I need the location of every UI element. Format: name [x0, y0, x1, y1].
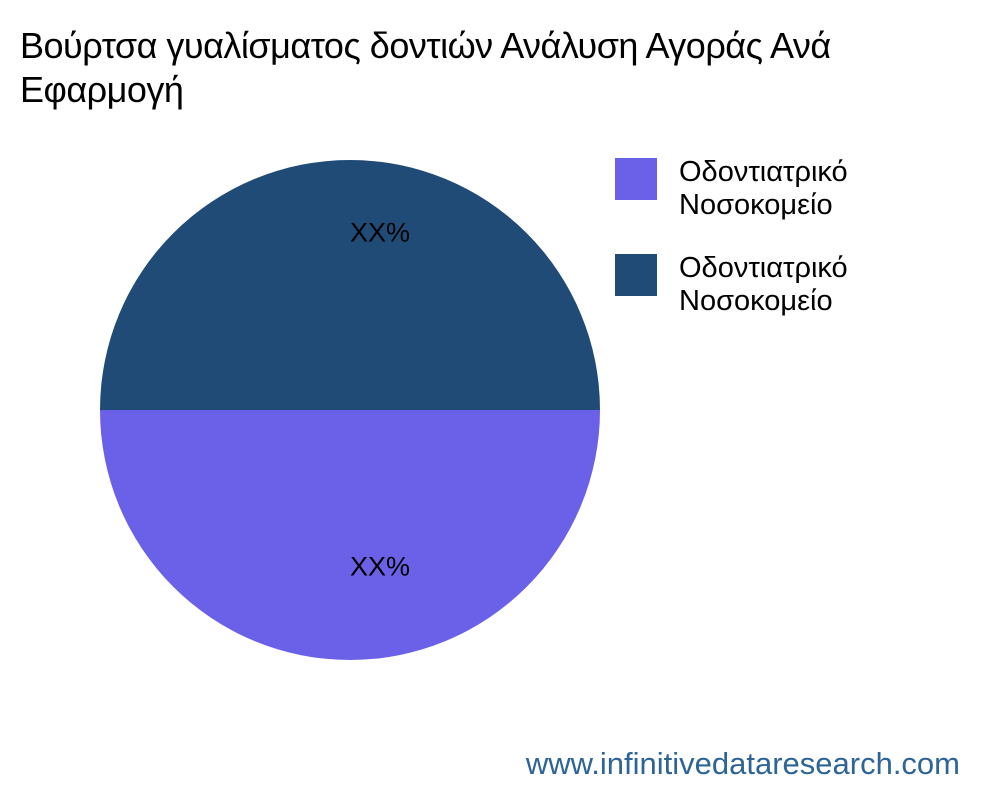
- chart-title: Βούρτσα γυαλίσματος δοντιών Ανάλυση Αγορ…: [20, 24, 831, 112]
- pie-chart: XX% XX%: [100, 160, 600, 660]
- legend: Οδοντιατρικό Νοσοκομείο Οδοντιατρικό Νοσ…: [615, 156, 894, 350]
- legend-label-2: Οδοντιατρικό Νοσοκομείο: [679, 252, 848, 317]
- pie-slice: [100, 160, 600, 410]
- chart-title-line2: Εφαρμογή: [20, 69, 184, 110]
- legend-label-1: Οδοντιατρικό Νοσοκομείο: [679, 156, 848, 221]
- legend-item-1: Οδοντιατρικό Νοσοκομείο: [615, 156, 894, 222]
- pie-slice-label-bottom: XX%: [349, 551, 411, 582]
- pie-svg: [100, 160, 600, 660]
- pie-slice-label-top: XX%: [349, 217, 411, 248]
- chart-title-line1: Βούρτσα γυαλίσματος δοντιών Ανάλυση Αγορ…: [20, 25, 831, 66]
- pie-slice: [100, 410, 600, 660]
- legend-swatch-purple-icon: [615, 158, 657, 200]
- legend-swatch-navy-icon: [615, 254, 657, 296]
- footer-website-text: www.infinitivedataresearch.com: [525, 746, 960, 781]
- legend-item-2: Οδοντιατρικό Νοσοκομείο: [615, 252, 894, 318]
